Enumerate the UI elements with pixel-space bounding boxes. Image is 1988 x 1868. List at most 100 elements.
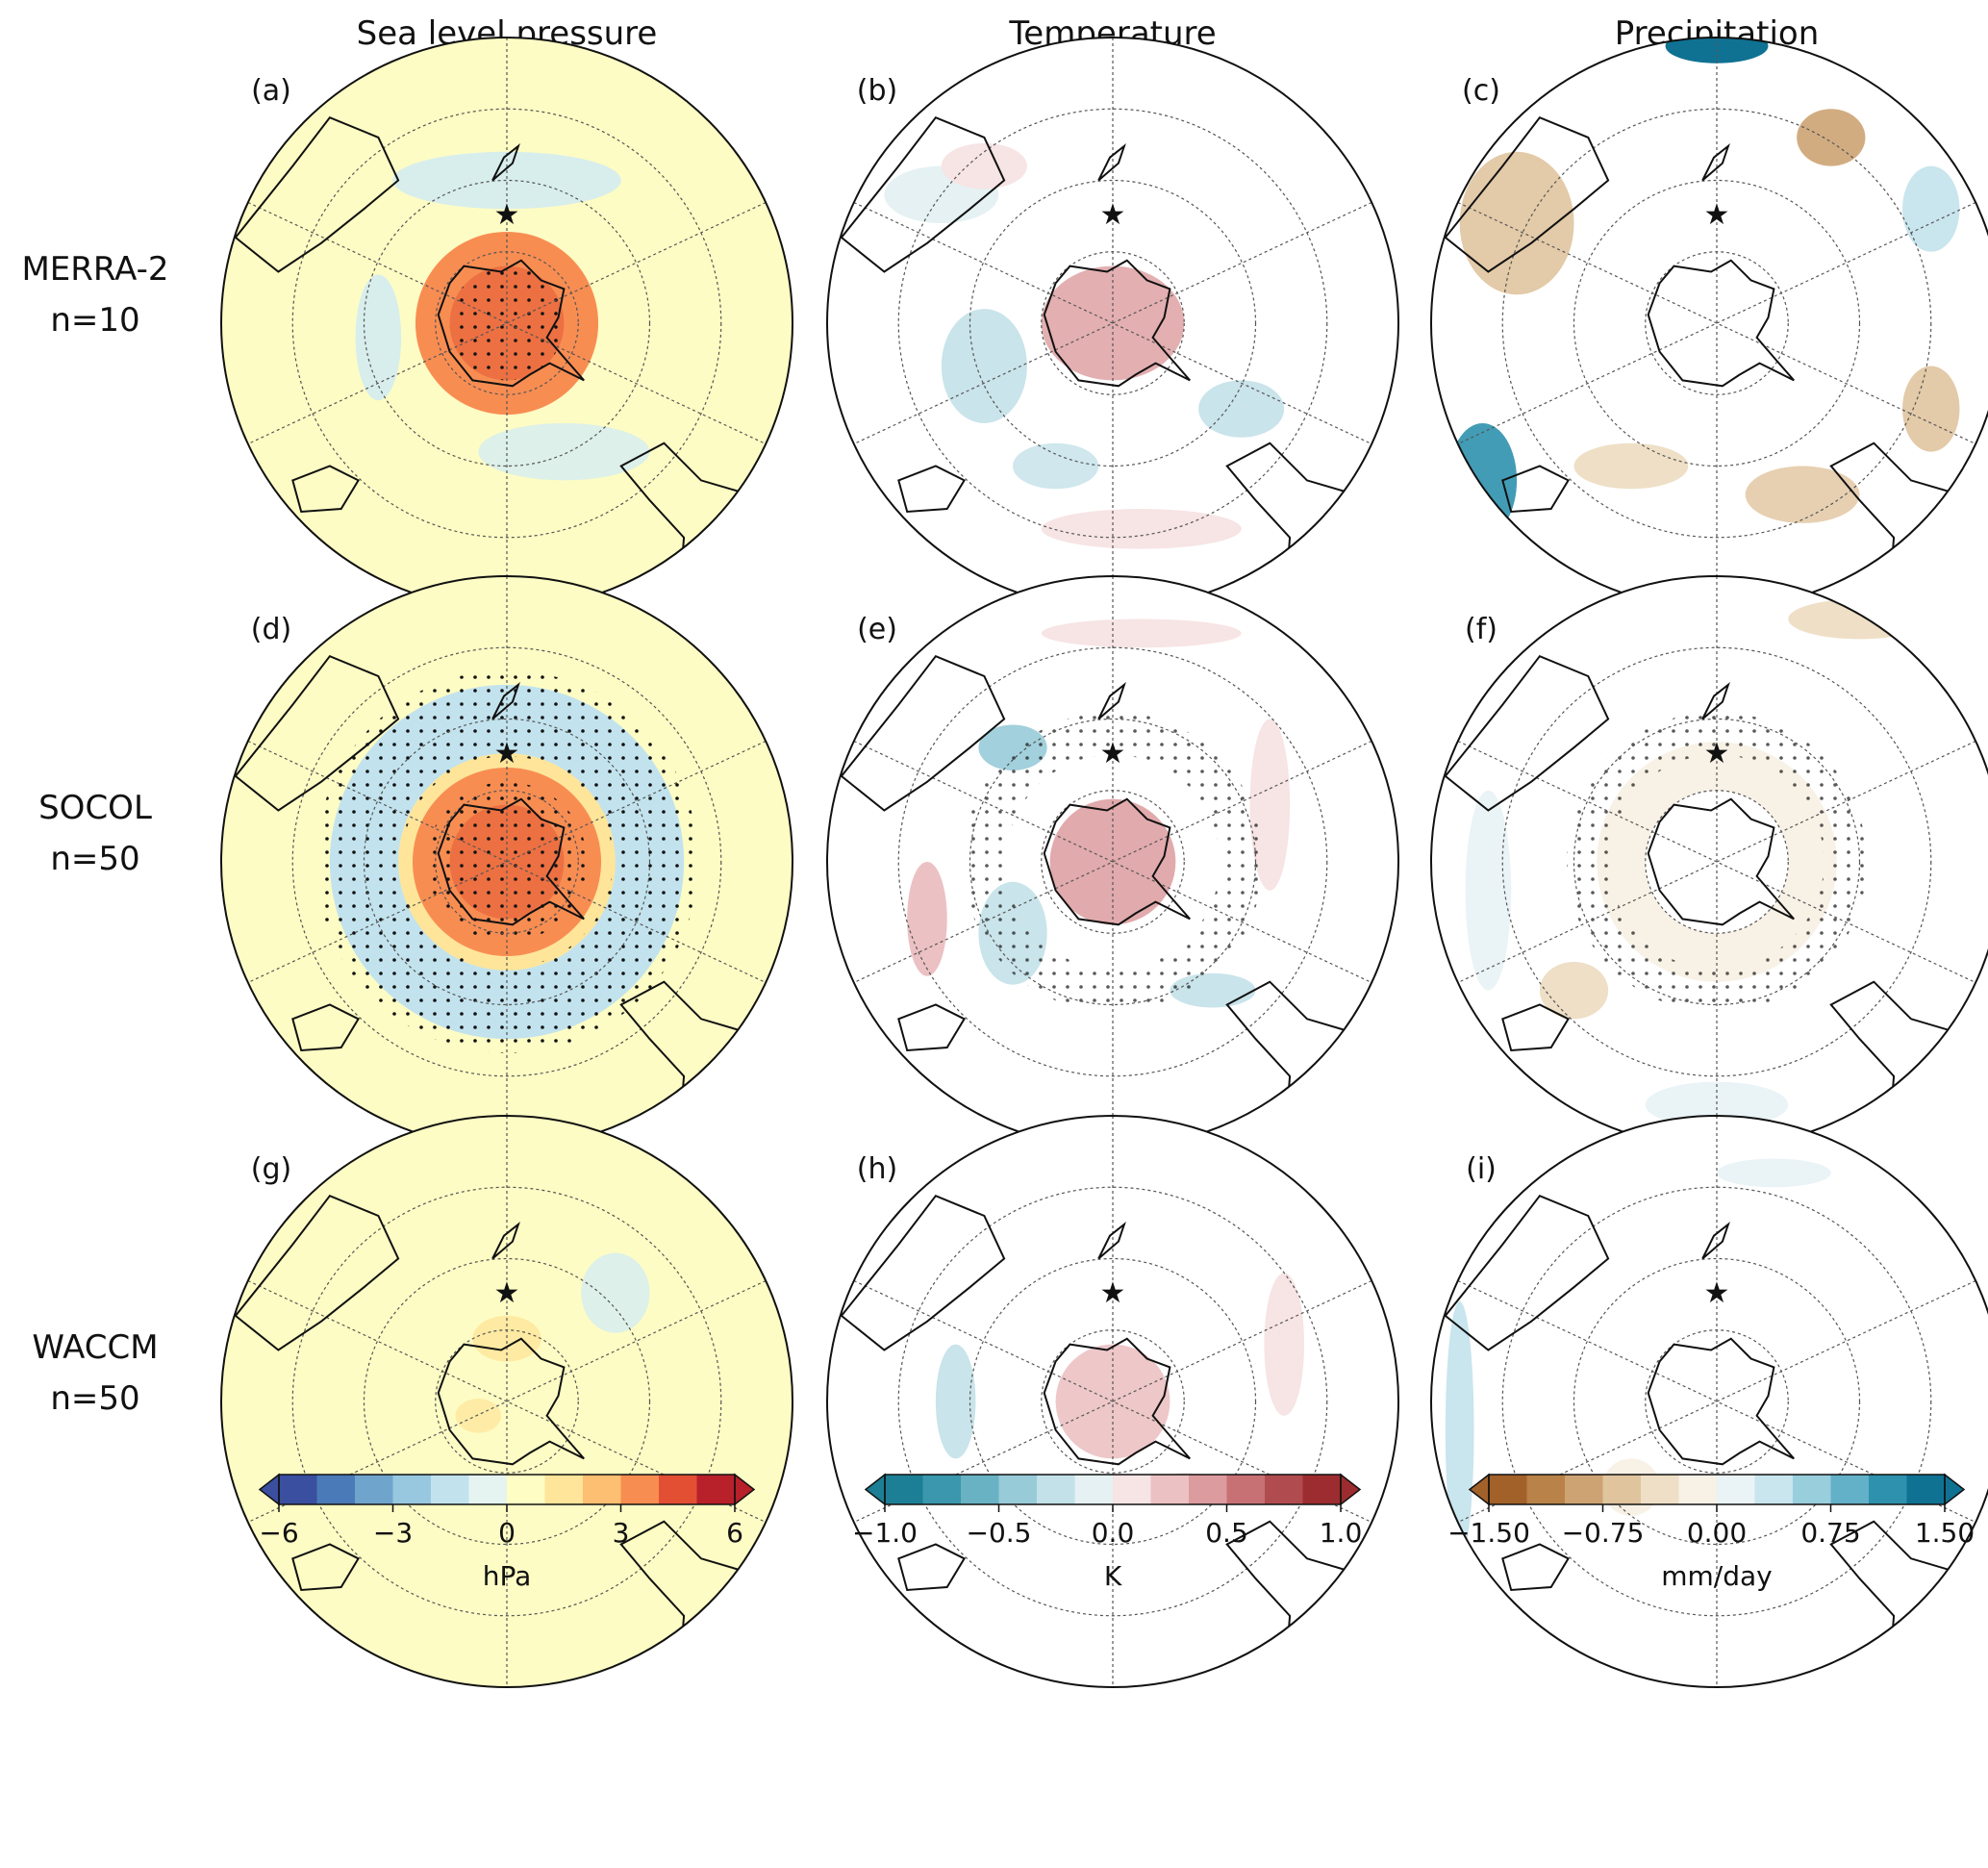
africa [291, 1003, 361, 1052]
field-blob [581, 1252, 650, 1333]
field-blob [1788, 598, 1931, 640]
map-field [827, 576, 1398, 1148]
panel-label: (a) [251, 74, 291, 108]
colorbar-tick-label: −0.75 [1562, 1517, 1645, 1549]
meridian [853, 740, 1372, 984]
colorbar-tick-label: 6 [726, 1517, 743, 1549]
field-blob [1902, 366, 1960, 452]
antarctica [1043, 797, 1191, 926]
colorbar-tick-label: −0.5 [967, 1517, 1032, 1549]
lat-circle [1573, 179, 1861, 467]
australia [840, 654, 1006, 812]
new-zealand [1097, 143, 1126, 182]
field-blob [941, 309, 1027, 423]
colorbar-swatch [1641, 1475, 1679, 1504]
field-blob [1445, 1301, 1474, 1559]
australia [234, 654, 400, 812]
colorbar-swatch [620, 1475, 660, 1504]
map-field [827, 1116, 1398, 1687]
field-blob [455, 1399, 502, 1433]
row-n: n=50 [50, 840, 139, 878]
lat-circle [1501, 108, 1932, 539]
field-blob [1459, 151, 1574, 295]
panel-label: (g) [251, 1152, 291, 1186]
africa [291, 465, 361, 514]
meridian [247, 201, 767, 445]
colorbar-swatch [1037, 1475, 1075, 1504]
africa [1501, 1003, 1571, 1052]
lat-circle [291, 1186, 722, 1617]
australia [1444, 115, 1610, 273]
map-field [221, 38, 793, 609]
australia [1444, 654, 1610, 812]
row-model: MERRA-2 [21, 250, 168, 289]
map-panel: ★ (c) [1430, 37, 1988, 610]
field-blob [1264, 1273, 1304, 1416]
colorbar-tick-label: 0.5 [1205, 1517, 1248, 1549]
colorbar-tick-label: −1.50 [1447, 1517, 1530, 1549]
antarctica [1647, 797, 1795, 926]
row-n: n=50 [50, 1379, 139, 1418]
colorbar-swatch [1717, 1475, 1755, 1504]
australia [840, 115, 1006, 273]
colorbar-swatch [696, 1475, 736, 1504]
map-panel: ★ (g) [220, 1115, 793, 1688]
star: ★ [1100, 1276, 1126, 1310]
star: ★ [1100, 198, 1126, 232]
star: ★ [494, 198, 520, 232]
field-blob [478, 422, 650, 481]
panel-label: (h) [857, 1152, 897, 1186]
south-america [1225, 980, 1398, 1148]
colorbar-swatch [1189, 1475, 1227, 1504]
panel-label: (i) [1466, 1152, 1497, 1186]
colorbar-swatch [316, 1475, 356, 1504]
panel-label: (f) [1465, 613, 1497, 646]
field-blob [1645, 1081, 1789, 1128]
star: ★ [1704, 198, 1730, 232]
colorbar-swatch [544, 1475, 584, 1504]
south-america [619, 1520, 793, 1687]
map-field [221, 576, 793, 1148]
lat-circle [291, 108, 722, 539]
antarctica [1647, 1337, 1795, 1466]
africa [897, 1543, 967, 1592]
new-zealand [1701, 143, 1730, 182]
map-border [1430, 1115, 1988, 1688]
colorbar-swatch [1678, 1475, 1718, 1504]
meridian [853, 201, 1372, 445]
row-model: WACCM [32, 1328, 158, 1367]
lat-circle [897, 646, 1328, 1077]
field-blob [1013, 442, 1099, 490]
map-panel: ★ (e) [826, 575, 1399, 1149]
panel-label: (b) [857, 74, 897, 108]
colorbar-swatch [659, 1475, 697, 1504]
colorbar-swatch [392, 1475, 432, 1504]
panel-label: (d) [251, 613, 291, 646]
star: ★ [1704, 737, 1730, 770]
colorbar-swatch [1150, 1475, 1190, 1504]
map-border [220, 1115, 793, 1688]
colorbar-swatch [1074, 1475, 1114, 1504]
colorbar-swatch [1602, 1475, 1642, 1504]
map-background [1431, 1116, 1988, 1687]
colorbar-swatch [507, 1475, 545, 1504]
colorbar: −6 −3 0 3 6 hPa [258, 1473, 756, 1592]
colorbar-swatch [583, 1475, 621, 1504]
field-blob [1902, 165, 1960, 252]
colorbar-swatch [1226, 1475, 1266, 1504]
colorbar-tick-label: −3 [373, 1517, 413, 1549]
lat-circle [1501, 1186, 1932, 1617]
colorbar-tick-label: 0.75 [1800, 1517, 1860, 1549]
new-zealand [491, 1222, 520, 1260]
colorbar-swatch [1869, 1475, 1907, 1504]
map-border [826, 1115, 1399, 1688]
map-panel: ★ (i) [1430, 1115, 1988, 1688]
new-zealand [1097, 1222, 1126, 1260]
colorbar-swatch [1265, 1475, 1303, 1504]
colorbar-swatch [1754, 1475, 1794, 1504]
map-field [221, 1116, 793, 1687]
colorbar-tick-label: −1.0 [852, 1517, 918, 1549]
map-background [1431, 38, 1988, 609]
colorbar-swatch [961, 1475, 999, 1504]
field-blob [1573, 442, 1689, 490]
